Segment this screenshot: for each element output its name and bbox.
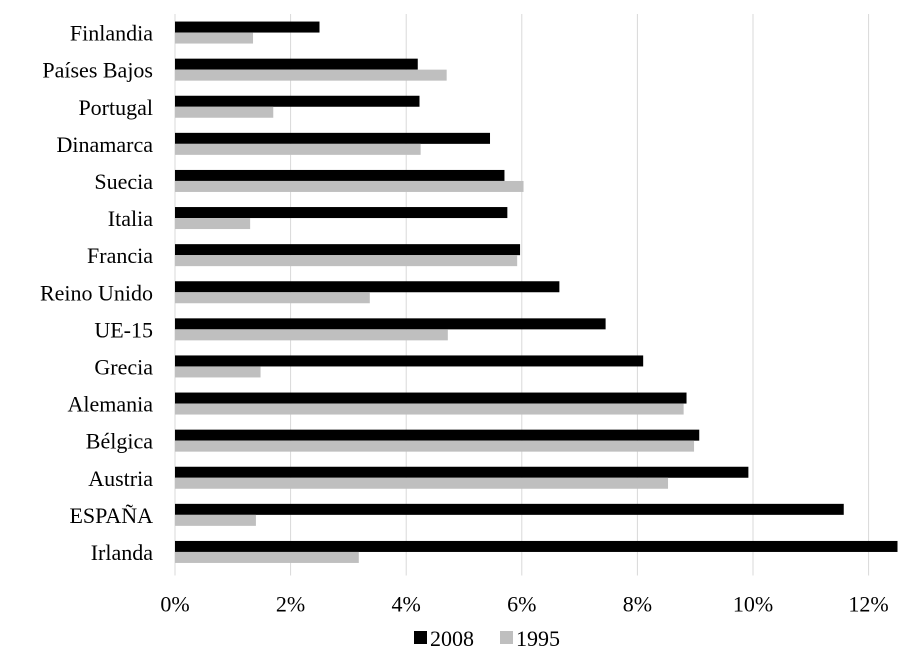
x-tick-label: 6% [507,592,536,617]
bar-1995 [175,329,448,341]
legend-swatch-2008 [414,631,427,644]
category-label: UE-15 [94,317,153,342]
legend: 2008 1995 [414,626,560,651]
bar-1995 [175,292,370,304]
bar-1995 [175,218,251,230]
legend-label-2008: 2008 [430,626,474,651]
bar-2008 [175,169,505,181]
x-tick-label: 10% [733,592,773,617]
bar-2008 [175,355,644,367]
category-label: Italia [108,206,153,231]
bar-1995 [175,180,524,192]
category-label: Países Bajos [42,58,153,83]
bar-1995 [175,143,421,155]
legend-label-1995: 1995 [516,626,560,651]
bar-1995 [175,477,669,489]
category-label: Austria [88,466,153,491]
bar-1995 [175,403,684,415]
bar-1995 [175,366,261,378]
bar-2008 [175,21,320,33]
category-label: Reino Unido [40,280,153,305]
x-tick-label: 2% [276,592,305,617]
category-label: Francia [87,243,153,268]
category-label: Suecia [94,169,153,194]
category-label: Irlanda [91,540,154,565]
bar-1995 [175,69,447,81]
bar-2008 [175,95,420,107]
x-tick-label: 4% [392,592,421,617]
category-label: Dinamarca [57,132,154,157]
category-labels: Finlandia Países Bajos Portugal Dinamarca Su… [40,21,153,565]
bar-1995 [175,255,518,267]
bars [175,21,898,563]
x-tick-labels: 0% 2% 4% 6% 8% 10% 12% [160,592,888,617]
bar-1995 [175,551,359,563]
bar-2008 [175,466,749,478]
x-tick-label: 12% [848,592,888,617]
bar-2008 [175,281,560,293]
bar-2008 [175,429,700,441]
legend-swatch-1995 [500,631,513,644]
x-tick-label: 8% [623,592,652,617]
bar-1995 [175,32,254,44]
bar-2008 [175,58,418,70]
bar-2008 [175,540,898,552]
category-label: ESPAÑA [69,503,153,528]
bar-1995 [175,440,695,452]
category-label: Grecia [94,354,153,379]
bar-2008 [175,132,491,144]
category-label: Bélgica [86,429,153,454]
category-label: Alemania [67,392,153,417]
x-tick-label: 0% [160,592,189,617]
bar-1995 [175,106,274,118]
category-label: Finlandia [70,21,153,46]
bar-1995 [175,514,256,526]
category-label: Portugal [78,95,153,120]
bar-2008 [175,207,508,219]
bar-2008 [175,503,844,515]
bar-2008 [175,392,687,404]
bar-2008 [175,244,521,256]
gridlines [174,14,870,576]
bar-2008 [175,318,606,330]
